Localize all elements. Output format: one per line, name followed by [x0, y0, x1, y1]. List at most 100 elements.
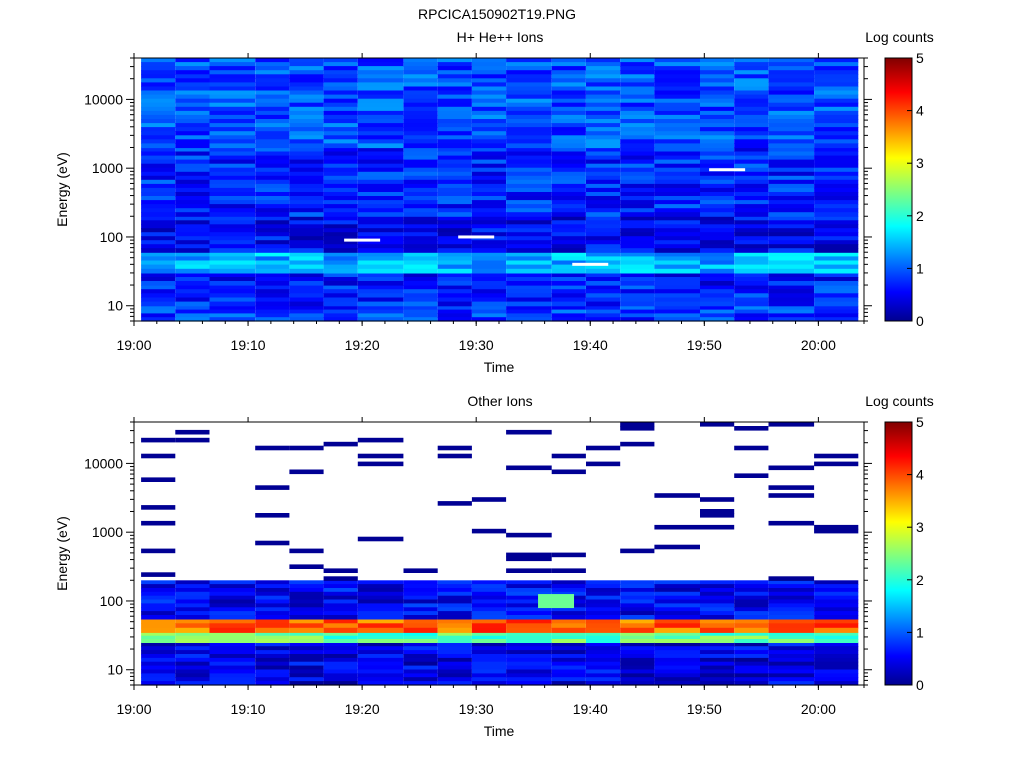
- heatmap-cell: [654, 639, 700, 643]
- heatmap-cell: [620, 591, 655, 597]
- heatmap-cell: [700, 171, 735, 177]
- heatmap-cell: [551, 167, 586, 173]
- heatmap-cell: [654, 681, 700, 686]
- heatmap-cell: [471, 277, 507, 282]
- colorbar: [884, 421, 913, 686]
- heatmap-cell: [175, 632, 210, 637]
- heatmap-cell: [814, 232, 859, 237]
- heatmap-cell: [175, 285, 210, 290]
- heatmap-cell: [437, 110, 472, 116]
- heatmap-cell: [620, 618, 655, 624]
- heatmap-cell: [357, 102, 404, 108]
- heatmap-cells: [141, 422, 859, 686]
- heatmap-cell: [551, 552, 586, 558]
- heatmap-cell: [586, 151, 621, 157]
- heatmap-cell: [403, 289, 438, 294]
- heatmap-cell: [437, 147, 472, 153]
- heatmap-cell: [654, 110, 700, 116]
- heatmap-cell: [289, 564, 324, 569]
- heatmap-cell: [700, 228, 735, 233]
- heatmap-cell: [289, 268, 324, 274]
- heatmap-cell: [209, 167, 256, 173]
- heatmap-cell: [700, 78, 735, 83]
- heatmap-cell: [403, 86, 438, 92]
- heatmap-cell: [403, 78, 438, 83]
- heatmap-cell: [700, 212, 735, 217]
- heatmap-cell: [437, 171, 472, 177]
- heatmap-cell: [700, 192, 735, 197]
- heatmap-cell: [403, 301, 438, 307]
- heatmap-cell: [586, 143, 621, 149]
- heatmap-cell: [471, 240, 507, 245]
- heatmap-cell: [506, 147, 552, 153]
- heatmap-cell: [506, 595, 552, 601]
- heatmap-cell: [437, 143, 472, 149]
- heatmap-cell: [768, 187, 815, 193]
- heatmap-cell: [814, 627, 859, 633]
- heatmap-cell: [403, 228, 438, 233]
- heatmap-cell: [175, 212, 210, 217]
- heatmap-cell: [357, 632, 404, 637]
- heatmap-cell: [654, 123, 700, 128]
- heatmap-cell: [586, 78, 621, 83]
- heatmap-cell: [357, 90, 404, 96]
- heatmap-cell: [209, 669, 256, 674]
- heatmap-cell: [506, 192, 552, 197]
- heatmap-cell: [586, 102, 621, 108]
- heatmap-cell: [506, 681, 552, 686]
- heatmap-cell: [141, 220, 176, 225]
- heatmap-cell: [323, 599, 358, 604]
- heatmap-cell: [814, 62, 859, 67]
- heatmap-cell: [551, 236, 586, 241]
- heatmap-cell: [403, 135, 438, 140]
- heatmap-cell: [141, 646, 176, 651]
- heatmap-cell: [814, 654, 859, 659]
- heatmap-cell: [175, 309, 210, 314]
- heatmap-cell: [700, 256, 735, 262]
- heatmap-cell: [141, 171, 176, 177]
- heatmap-cell: [255, 588, 290, 593]
- heatmap-cell: [255, 584, 290, 589]
- heatmap-cell: [255, 187, 290, 193]
- heatmap-cell: [506, 123, 552, 128]
- heatmap-cell: [323, 147, 358, 153]
- heatmap-cell: [175, 627, 210, 633]
- x-tick-label: 19:40: [573, 701, 608, 717]
- heatmap-cell: [506, 568, 552, 573]
- heatmap-cell: [357, 192, 404, 197]
- heatmap-cell: [323, 584, 358, 589]
- heatmap-cell: [403, 236, 438, 241]
- heatmap-cell: [141, 86, 176, 92]
- heatmap-cell: [141, 78, 176, 83]
- heatmap-cell: [768, 204, 815, 209]
- heatmap-cell: [506, 285, 552, 290]
- heatmap-cell: [734, 642, 769, 647]
- heatmap-cell: [289, 151, 324, 157]
- heatmap-cell: [175, 62, 210, 67]
- heatmap-cell: [768, 143, 815, 149]
- heatmap-cell: [471, 657, 507, 663]
- heatmap-cell: [289, 277, 324, 282]
- heatmap-cell: [700, 248, 735, 253]
- heatmap-cell: [403, 171, 438, 177]
- heatmap-cell: [357, 196, 404, 201]
- heatmap-cell: [209, 208, 256, 213]
- heatmap-cell: [620, 301, 655, 307]
- heatmap-cell: [141, 293, 176, 298]
- heatmap-cell: [437, 155, 472, 161]
- heatmap-cell: [175, 650, 210, 655]
- x-tick-label: 19:10: [231, 701, 266, 717]
- heatmap-cell: [700, 264, 735, 270]
- heatmap-cell: [506, 623, 552, 629]
- heatmap-cell: [471, 204, 507, 209]
- heatmap-cell: [551, 224, 586, 229]
- heatmap-cell: [403, 591, 438, 597]
- heatmap-cell: [586, 187, 621, 193]
- heatmap-cell: [551, 632, 586, 637]
- heatmap-cell: [175, 106, 210, 112]
- heatmap-cell: [323, 119, 358, 124]
- heatmap-cell: [437, 642, 472, 647]
- heatmap-cell: [768, 175, 815, 181]
- heatmap-cell: [734, 260, 769, 266]
- heatmap-cell: [700, 669, 735, 674]
